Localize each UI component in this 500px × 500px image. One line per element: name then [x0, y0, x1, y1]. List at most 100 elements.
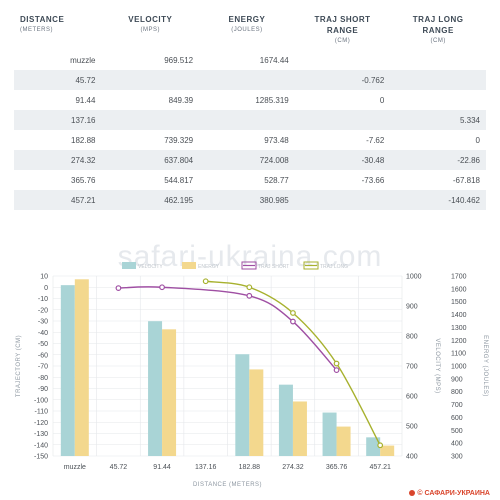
left-axis-title: TRAJECTORY (CM) [16, 335, 22, 397]
velocity-tick-label: 400 [406, 454, 418, 461]
left-tick-label: -20 [38, 307, 48, 314]
table-header-row: DISTANCE (METERS) VELOCITY (MPS) ENERGY (JO… [14, 14, 486, 50]
x-tick-label: muzzle [64, 464, 86, 471]
energy-bar [292, 401, 307, 456]
x-tick-label: 274.32 [282, 464, 304, 471]
cell-velocity [101, 110, 200, 130]
traj-long-point [333, 360, 340, 367]
cell-velocity: 544.817 [164, 175, 194, 185]
table-row: 365.76 544.817 528.77 -73.66 -67.818 [14, 170, 486, 190]
cell-traj-long [390, 70, 486, 90]
energy-tick-label: 1700 [451, 274, 467, 281]
cell-traj-long: 0 [475, 135, 480, 145]
cell-distance: 457.21 [14, 190, 102, 210]
table-row: 91.44 849.39 1285.319 0 [14, 90, 486, 110]
energy-bar [74, 279, 89, 456]
left-tick-label: -80 [38, 375, 48, 382]
cell-energy [199, 110, 295, 130]
cell-traj-short: -0.762 [294, 70, 391, 90]
energy-legend-swatch [182, 262, 196, 269]
left-tick-label: -30 [38, 319, 48, 326]
left-tick-label: -40 [38, 330, 48, 337]
energy-tick-label: 700 [451, 402, 463, 409]
cell-distance: 182.88 [71, 135, 96, 145]
energy-bar [380, 445, 395, 456]
left-tick-label: 10 [40, 274, 48, 281]
cell-energy: 724.008 [199, 150, 295, 170]
energy-tick-label: 400 [451, 441, 463, 448]
velocity-axis-title: VELOCITY (MPS) [434, 338, 440, 393]
velocity-tick-label: 1000 [406, 274, 422, 281]
header-energy: ENERGY (JOULES) [228, 15, 266, 33]
cell-velocity: 739.329 [164, 135, 194, 145]
velocity-tick-label: 800 [406, 334, 418, 341]
cell-traj-short: -7.62 [366, 135, 385, 145]
copyright-label: © САФАРИ-УКРАИНА [409, 490, 490, 497]
copyright-dot-icon [409, 490, 416, 497]
energy-tick-label: 600 [451, 415, 463, 422]
velocity-tick-label: 500 [406, 424, 418, 431]
cell-traj-long: -22.86 [390, 150, 486, 170]
traj-short-point [159, 284, 165, 291]
cell-velocity: 969.512 [164, 55, 194, 65]
header-traj-long: TRAJ LONG RANGE (CM) [412, 15, 464, 44]
energy-tick-label: 1600 [451, 286, 467, 293]
energy-axis-title: ENERGY (JOULES) [482, 335, 488, 397]
left-tick-label: 0 [44, 285, 48, 292]
x-tick-label: 365.76 [326, 464, 348, 471]
traj-short-legend-label: TRAJ SHORT [258, 264, 289, 270]
energy-tick-label: 900 [451, 376, 463, 383]
traj-short-legend-swatch [241, 261, 257, 270]
left-tick-label: -60 [38, 352, 48, 359]
cell-energy: 1674.44 [259, 55, 289, 65]
left-tick-label: -10 [38, 296, 48, 303]
cell-energy [199, 70, 295, 90]
traj-long-legend-label: TRAJ LONG [320, 264, 348, 270]
x-tick-label: 182.88 [239, 464, 261, 471]
traj-short-point [290, 318, 296, 325]
cell-traj-short: 0 [379, 95, 385, 105]
traj-long-point [202, 278, 209, 285]
table-row: 137.16 5.334 [14, 110, 486, 130]
table-row: 182.88 739.329 973.48 -7.62 0 [14, 130, 486, 150]
cell-distance: 274.32 [14, 150, 102, 170]
table-row: muzzle 969.512 1674.44 [14, 50, 486, 70]
velocity-bar [322, 412, 337, 456]
cell-distance: 365.76 [71, 175, 96, 185]
traj-short-point [115, 285, 122, 292]
cell-velocity: 637.804 [101, 150, 200, 170]
left-tick-label: -150 [34, 454, 48, 461]
traj-long-point [246, 284, 253, 291]
velocity-bar [235, 354, 250, 456]
velocity-tick-label: 900 [406, 304, 418, 311]
traj-long-point [377, 442, 384, 449]
cell-energy: 380.985 [199, 190, 295, 210]
left-tick-label: -70 [38, 364, 48, 371]
left-tick-label: -90 [38, 386, 48, 393]
energy-bar [336, 426, 351, 456]
velocity-bar [60, 285, 75, 456]
cell-traj-long: 5.334 [390, 110, 486, 130]
cell-traj-long: -67.818 [452, 175, 480, 185]
table-row: 274.32 637.804 724.008 -30.48 -22.86 [14, 150, 486, 170]
cell-distance: 137.16 [14, 110, 102, 130]
header-distance: DISTANCE (METERS) [20, 15, 65, 33]
cell-energy: 1285.319 [255, 95, 289, 105]
traj-long-line [205, 280, 381, 446]
x-tick-label: 45.72 [110, 464, 128, 471]
velocity-tick-label: 600 [406, 394, 418, 401]
x-tick-label: 91.44 [153, 464, 171, 471]
cell-traj-long: -140.462 [390, 190, 486, 210]
cell-velocity: 849.39 [168, 95, 194, 105]
cell-distance: 91.44 [75, 95, 96, 105]
table-row: 457.21 462.195 380.985 -140.462 [14, 190, 486, 210]
table-body: muzzle 969.512 1674.44 45.72 -0.762 91.44 849.… [14, 50, 486, 210]
left-tick-label: -50 [38, 341, 48, 348]
velocity-bar [366, 437, 381, 456]
traj-short-point [246, 292, 253, 299]
energy-tick-label: 1200 [451, 338, 467, 345]
header-velocity: VELOCITY (MPS) [128, 15, 173, 33]
header-traj-short: TRAJ SHORT RANGE (CM) [314, 15, 371, 44]
traj-long-point [290, 310, 296, 316]
